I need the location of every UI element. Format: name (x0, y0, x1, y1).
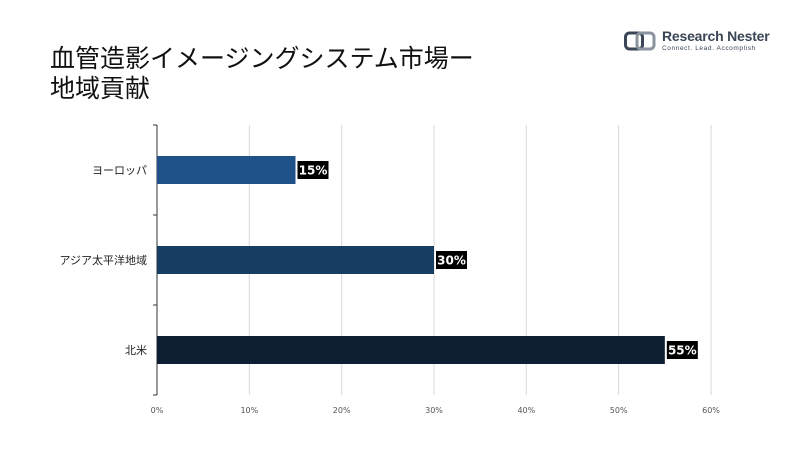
category-label: アジア太平洋地域 (59, 253, 147, 267)
x-tick-label: 30% (425, 406, 443, 415)
chart-title-line-1: 血管造影イメージングシステム市場ー (50, 44, 474, 73)
value-label: 30% (437, 254, 466, 268)
logo-tagline: Connect. Lead. Accomplish (662, 45, 756, 52)
logo-name: Research Nester (662, 28, 770, 44)
axis-layer (153, 124, 158, 396)
bar (157, 246, 434, 274)
value-label-background (666, 341, 698, 359)
chart-title-line-2: 地域貢献 (50, 74, 151, 103)
x-tick-label: 50% (610, 406, 628, 415)
bar (157, 156, 296, 184)
x-tick-label: 10% (240, 406, 258, 415)
x-tick-label: 20% (333, 406, 351, 415)
category-label: 北米 (125, 344, 147, 357)
x-tick-label: 0% (151, 406, 164, 415)
value-label: 55% (668, 344, 697, 358)
x-tick-label: 60% (702, 406, 720, 415)
x-tick-label: 40% (517, 406, 535, 415)
value-label-background (297, 161, 329, 179)
value-label-background (436, 251, 467, 269)
label-layer: 0% 10% 20% 30% 40% 50% 60% ヨーロッパ 15% アジア太平洋地域 30% 北… (59, 161, 720, 415)
chart-title: 血管造影イメージングシステム市場ー 地域貢献 (50, 44, 474, 104)
value-label: 15% (299, 164, 328, 178)
bar-layer (157, 156, 665, 364)
research-nester-logo-icon (624, 31, 656, 51)
research-nester-logo: Research Nester Connect. Lead. Accomplis… (624, 28, 784, 56)
category-label: ヨーロッパ (92, 164, 147, 177)
bar (157, 336, 665, 364)
